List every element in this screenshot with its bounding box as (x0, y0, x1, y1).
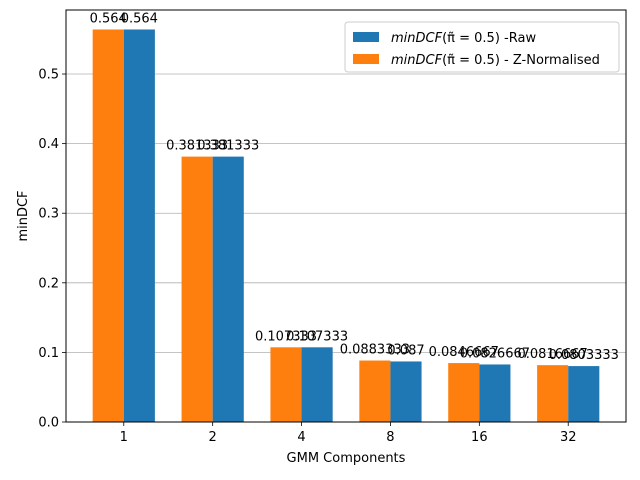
bar (181, 156, 213, 422)
legend-entry-math: (π̃ = 0.5) (442, 31, 500, 46)
data-label: 0.107333 (286, 329, 348, 344)
legend-entry: minDCF(π̃ = 0.5) -Raw (391, 31, 536, 46)
x-axis: 1 2 4 8 16 32 (120, 422, 577, 445)
x-axis-title: GMM Components (287, 451, 406, 466)
y-tick-label: 0.1 (38, 346, 59, 361)
legend-entry-prefix: minDCF (391, 53, 443, 68)
plot-frame (65, 9, 627, 423)
data-label: 0.107333 (255, 329, 317, 344)
data-label: 0.0816667 (518, 347, 588, 362)
bar (270, 347, 302, 422)
legend-swatch (353, 54, 379, 64)
x-tick-label: 8 (386, 430, 394, 445)
x-tick-label: 16 (471, 430, 488, 445)
legend-entry-math: (π̃ = 0.5) (442, 53, 500, 68)
data-label: 0.087 (387, 343, 424, 358)
bars (92, 29, 600, 423)
x-tick-label: 2 (209, 430, 217, 445)
y-tick-label: 0.2 (38, 276, 59, 291)
bar (537, 365, 569, 422)
data-label: 0.0826667 (460, 346, 530, 361)
legend-box (344, 21, 620, 73)
data-label: 0.381333 (166, 139, 228, 154)
y-tick-label: 0.5 (38, 68, 59, 83)
data-label: 0.0883333 (340, 343, 410, 358)
bar (359, 360, 391, 422)
x-tick-label: 4 (297, 430, 305, 445)
data-label: 0.564 (90, 11, 127, 26)
data-label: 0.564 (121, 11, 158, 26)
legend-entry-suffix: -Raw (500, 31, 537, 46)
y-axis-title: minDCF (16, 190, 31, 241)
legend-entry: minDCF(π̃ = 0.5) - Z-Normalised (391, 53, 600, 68)
y-axis: 0.0 0.1 0.2 0.3 0.4 0.5 (38, 68, 66, 431)
legend-entry-suffix: - Z-Normalised (500, 53, 600, 68)
bar (390, 361, 422, 422)
bar (479, 364, 511, 422)
data-label: 0.0803333 (549, 348, 619, 363)
x-tick-label: 1 (120, 430, 128, 445)
legend-swatch (353, 32, 379, 42)
y-tick-label: 0.3 (38, 207, 59, 222)
bar (301, 347, 333, 422)
y-tick-label: 0.0 (38, 416, 59, 431)
data-label: 0.381333 (197, 139, 259, 154)
x-tick-label: 32 (560, 430, 577, 445)
data-label: 0.0846667 (429, 345, 499, 360)
legend-entry-prefix: minDCF (391, 31, 443, 46)
gridlines (66, 73, 626, 353)
y-tick-label: 0.4 (38, 137, 59, 152)
bar (92, 29, 124, 423)
bar (212, 156, 244, 422)
bar (448, 363, 480, 422)
bar (123, 29, 155, 423)
bar (568, 366, 600, 422)
